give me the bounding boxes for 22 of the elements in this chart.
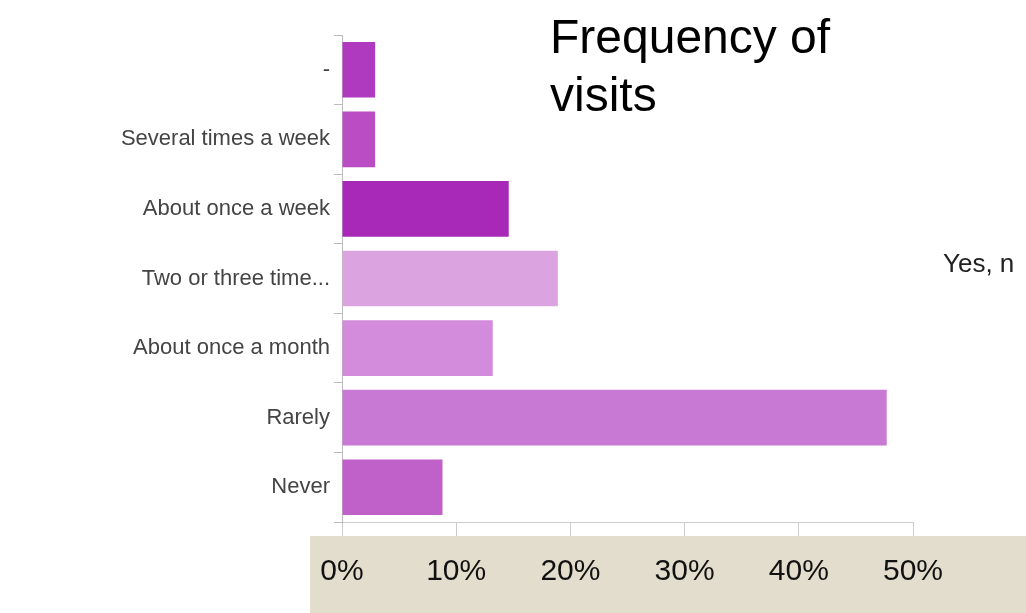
x-tick-label: 20% bbox=[540, 553, 601, 587]
y-tick-label: Never bbox=[271, 473, 330, 499]
bar bbox=[342, 459, 443, 516]
bar bbox=[342, 250, 558, 307]
y-tick-label: Several times a week bbox=[120, 125, 331, 151]
bar bbox=[342, 111, 376, 168]
y-tick-label: Rarely bbox=[266, 403, 330, 429]
bar bbox=[342, 41, 376, 98]
y-tick-label: - bbox=[322, 55, 330, 81]
y-tick-label: About once a week bbox=[142, 194, 331, 220]
text: Yes, n bbox=[943, 248, 1015, 279]
y-tick-label: Two or three time... bbox=[141, 264, 330, 290]
x-tick-label: 0% bbox=[320, 553, 364, 587]
bar bbox=[342, 181, 509, 237]
x-tick-label: 40% bbox=[768, 553, 829, 587]
x-tick-label: 30% bbox=[654, 553, 715, 587]
chart-title: Frequency of visits bbox=[550, 9, 832, 123]
y-tick-label: About once a month bbox=[133, 334, 330, 360]
x-tick-label: 50% bbox=[882, 553, 944, 587]
bar bbox=[342, 389, 887, 446]
x-tick-label: 10% bbox=[426, 553, 487, 587]
bar bbox=[342, 320, 493, 376]
